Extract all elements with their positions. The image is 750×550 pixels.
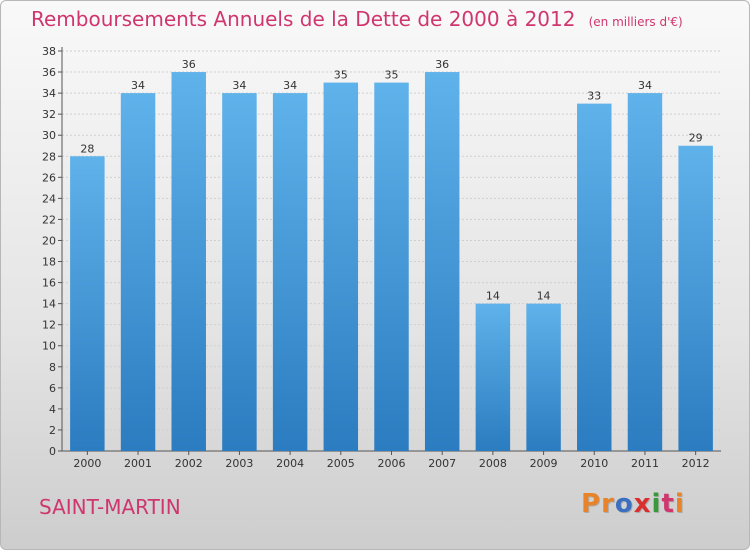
labels: 0246810121416182022242628303234363828200… — [42, 45, 710, 470]
x-tick-label-2012: 2012 — [682, 457, 710, 470]
bar-2001[interactable] — [120, 93, 156, 452]
logo-letter: t — [661, 489, 675, 519]
y-tick-label: 8 — [49, 361, 56, 374]
x-tick-label-2008: 2008 — [479, 457, 507, 470]
value-label-2009: 14 — [537, 290, 551, 303]
bar-2000[interactable] — [70, 156, 105, 451]
y-tick-label: 32 — [42, 108, 56, 121]
y-tick-label: 34 — [42, 87, 56, 100]
bar-2010[interactable] — [577, 103, 612, 451]
bar-2003[interactable] — [222, 93, 257, 452]
value-label-2007: 36 — [435, 58, 449, 71]
bar-2005[interactable] — [323, 82, 359, 451]
logo-letter: i — [651, 489, 662, 519]
chart-title: Remboursements Annuels de la Dette de 20… — [31, 7, 683, 31]
x-tick-label-2003: 2003 — [225, 457, 253, 470]
bars — [70, 72, 713, 452]
commune-name: SAINT-MARTIN — [39, 495, 181, 519]
y-tick-label: 14 — [42, 298, 56, 311]
y-tick-label: 22 — [42, 213, 56, 226]
logo-letter: x — [633, 489, 652, 519]
proxiti-logo[interactable]: Proxiti — [581, 489, 685, 519]
value-label-2008: 14 — [486, 290, 500, 303]
value-label-2002: 36 — [182, 58, 196, 71]
y-tick-label: 30 — [42, 129, 56, 142]
bar-2009[interactable] — [526, 303, 561, 451]
y-tick-label: 10 — [42, 340, 56, 353]
chart-title-unit: (en milliers d'€) — [588, 15, 683, 29]
bar-2008[interactable] — [475, 303, 511, 451]
value-label-2003: 34 — [232, 79, 246, 92]
logo-letter: P — [581, 489, 602, 519]
y-tick-label: 28 — [42, 150, 56, 163]
bar-2002[interactable] — [171, 72, 206, 451]
logo-letter: i — [674, 489, 685, 519]
x-tick-label-2002: 2002 — [175, 457, 203, 470]
y-tick-label: 0 — [49, 445, 56, 458]
logo-letter: r — [601, 489, 615, 519]
y-tick-label: 16 — [42, 277, 56, 290]
value-label-2006: 35 — [385, 69, 399, 82]
logo-letter: o — [614, 489, 634, 519]
value-label-2010: 33 — [587, 90, 601, 103]
value-label-2011: 34 — [638, 79, 652, 92]
value-label-2012: 29 — [689, 132, 703, 145]
x-tick-label-2011: 2011 — [631, 457, 659, 470]
x-tick-label-2001: 2001 — [124, 457, 152, 470]
bar-2006[interactable] — [374, 82, 409, 451]
chart-title-main: Remboursements Annuels de la Dette de 20… — [31, 7, 576, 31]
y-tick-label: 38 — [42, 45, 56, 58]
x-tick-label-2005: 2005 — [327, 457, 355, 470]
bar-2004[interactable] — [272, 93, 308, 452]
bar-2011[interactable] — [627, 93, 663, 452]
y-tick-label: 4 — [49, 403, 56, 416]
x-tick-label-2010: 2010 — [580, 457, 608, 470]
x-tick-label-2006: 2006 — [378, 457, 406, 470]
y-tick-label: 24 — [42, 192, 56, 205]
y-tick-label: 20 — [42, 234, 56, 247]
x-tick-label-2009: 2009 — [530, 457, 558, 470]
x-tick-label-2000: 2000 — [73, 457, 101, 470]
value-label-2000: 28 — [80, 142, 94, 155]
value-label-2004: 34 — [283, 79, 297, 92]
bar-2012[interactable] — [678, 145, 713, 451]
value-label-2001: 34 — [131, 79, 145, 92]
x-tick-label-2004: 2004 — [276, 457, 304, 470]
y-tick-label: 26 — [42, 171, 56, 184]
y-tick-label: 6 — [49, 382, 56, 395]
y-tick-label: 2 — [49, 424, 56, 437]
x-tick-label-2007: 2007 — [428, 457, 456, 470]
y-tick-label: 12 — [42, 319, 56, 332]
y-tick-label: 36 — [42, 66, 56, 79]
bar-2007[interactable] — [424, 72, 460, 451]
value-label-2005: 35 — [334, 69, 348, 82]
y-tick-label: 18 — [42, 256, 56, 269]
